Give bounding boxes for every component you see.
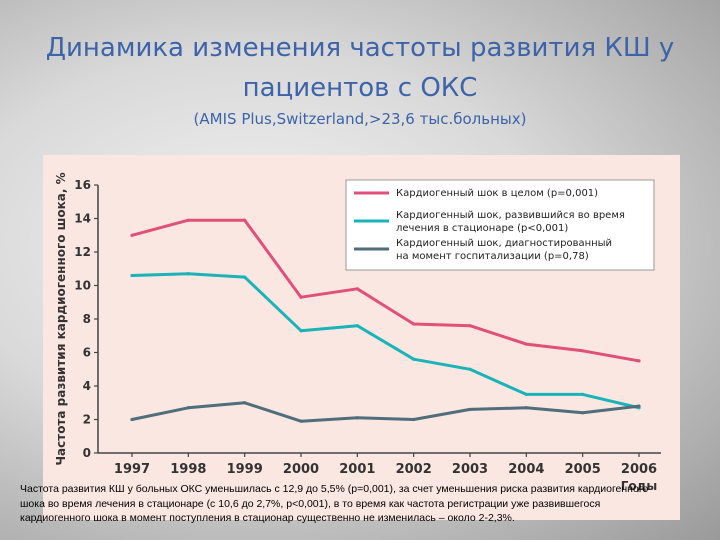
- y-tick-label: 14: [74, 212, 91, 226]
- data-point: [637, 359, 641, 363]
- data-point: [299, 295, 303, 299]
- series-line-3: [130, 401, 641, 423]
- y-axis-label: Частота развития кардиогенного шока, %: [54, 172, 68, 465]
- x-tick-label: 2004: [508, 462, 544, 477]
- chart-footnote: Частота развития КШ у больных ОКС уменьш…: [20, 483, 649, 524]
- data-point: [130, 417, 134, 422]
- data-point: [524, 406, 528, 410]
- legend-label-3: Кардиогенный шок, диагностированный: [396, 238, 612, 249]
- data-point: [581, 349, 585, 353]
- x-axis-label: Годы: [621, 479, 657, 493]
- data-point: [524, 342, 528, 346]
- y-tick-label: 12: [74, 245, 91, 259]
- x-tick-label: 1997: [114, 462, 150, 477]
- data-point: [355, 416, 359, 420]
- data-point: [299, 329, 303, 333]
- line-chart: 0 2 4 6 8 10 12 14 16 1997 1998 1999 2000 2001 2002 200…: [54, 172, 661, 493]
- y-tick-label: 8: [83, 312, 91, 326]
- data-point: [412, 322, 416, 326]
- y-tick-label: 2: [83, 413, 91, 427]
- data-point: [581, 411, 585, 415]
- legend-label-3: на момент госпитализации (р=0,78): [396, 251, 589, 262]
- data-point: [581, 392, 585, 396]
- x-tick-label: 2001: [339, 462, 375, 477]
- legend-label-1: Кардиогенный шок в целом (р=0,001): [396, 188, 598, 199]
- legend-box: [345, 179, 655, 271]
- data-point: [186, 218, 190, 222]
- x-tick-label: 1998: [170, 462, 206, 477]
- data-point: [130, 233, 134, 237]
- data-point: [355, 324, 359, 328]
- data-point: [243, 275, 247, 279]
- data-point: [468, 367, 472, 371]
- y-tick-label: 4: [83, 379, 91, 393]
- slide-subtitle: (AMIS Plus,Switzerland,>23,6 тыс.больных…: [193, 110, 527, 128]
- data-point: [243, 401, 247, 405]
- data-point: [412, 417, 416, 422]
- x-tick-label: 2002: [396, 462, 432, 477]
- legend-label-2: лечения в стационаре (р<0,001): [396, 223, 568, 234]
- legend-label-2: Кардиогенный шок, развившийся во время: [396, 210, 625, 221]
- data-point: [355, 287, 359, 291]
- data-point: [130, 273, 134, 278]
- y-tick-label: 10: [74, 279, 91, 293]
- data-point: [524, 392, 528, 396]
- data-point: [243, 218, 247, 222]
- data-point: [468, 407, 472, 412]
- data-point: [299, 419, 303, 423]
- data-point: [412, 357, 416, 361]
- chart-panel: 0 2 4 6 8 10 12 14 16 1997 1998 1999 2000 2001 2002 200…: [43, 155, 680, 520]
- data-point: [186, 406, 190, 410]
- data-point: [637, 404, 641, 408]
- data-point: [468, 324, 472, 328]
- series-line-1: [130, 218, 641, 363]
- x-tick-label: 2005: [565, 462, 601, 477]
- data-point: [186, 272, 190, 276]
- x-tick-label: 2003: [452, 462, 488, 477]
- y-tick-label: 0: [83, 446, 91, 460]
- slide-title: Динамика изменения частоты развития КШ у…: [45, 33, 675, 103]
- x-tick-label: 2006: [621, 462, 657, 477]
- y-tick-label: 16: [74, 178, 91, 192]
- x-tick-label: 1999: [227, 462, 263, 477]
- x-tick-label: 2000: [283, 462, 319, 477]
- y-tick-label: 6: [83, 346, 91, 360]
- series-line-2: [130, 272, 641, 410]
